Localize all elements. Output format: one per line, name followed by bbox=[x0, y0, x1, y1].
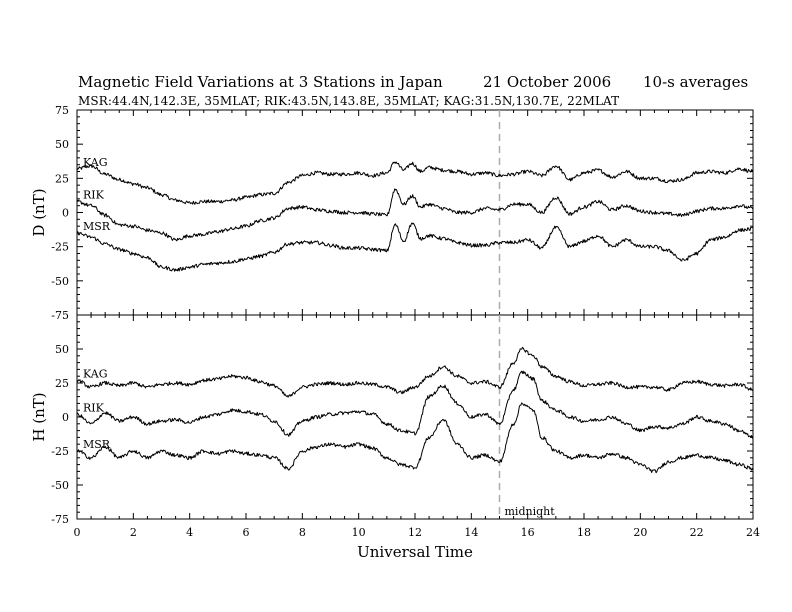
x-tick-label: 2 bbox=[130, 526, 137, 539]
trace-msr-bottom bbox=[76, 402, 754, 474]
x-tick-label: 6 bbox=[243, 526, 250, 539]
y-tick-label: -25 bbox=[51, 445, 69, 458]
x-tick-label: 8 bbox=[299, 526, 306, 539]
chart-title: Magnetic Field Variations at 3 Stations … bbox=[78, 73, 443, 91]
series-label-kag: KAG bbox=[83, 367, 108, 380]
top-y-axis-label: D (nT) bbox=[30, 188, 48, 236]
station-coordinates: MSR:44.4N,142.3E, 35MLAT; RIK:43.5N,143.… bbox=[78, 94, 620, 108]
x-tick-label: 22 bbox=[690, 526, 704, 539]
series-label-msr: MSR bbox=[83, 220, 111, 233]
trace-rik-top bbox=[76, 188, 754, 242]
y-tick-label: -75 bbox=[51, 513, 69, 526]
y-tick-label: -50 bbox=[51, 479, 69, 492]
trace-kag-bottom bbox=[76, 346, 754, 398]
x-tick-label: 10 bbox=[352, 526, 366, 539]
y-tick-label: 0 bbox=[62, 411, 69, 424]
series-label-rik: RIK bbox=[83, 401, 105, 414]
trace-rik-bottom bbox=[76, 370, 754, 440]
trace-msr-top bbox=[76, 222, 754, 272]
y-tick-label: 0 bbox=[62, 207, 69, 220]
midnight-annotation: midnight bbox=[505, 505, 556, 518]
y-tick-label: -25 bbox=[51, 241, 69, 254]
averaging-label: 10-s averages bbox=[643, 73, 749, 91]
x-axis-label: Universal Time bbox=[357, 543, 473, 561]
series-label-kag: KAG bbox=[83, 156, 108, 169]
x-tick-label: 16 bbox=[521, 526, 535, 539]
x-tick-label: 4 bbox=[186, 526, 193, 539]
y-tick-label: -50 bbox=[51, 275, 69, 288]
x-tick-label: 18 bbox=[577, 526, 591, 539]
y-tick-label: 75 bbox=[55, 104, 69, 117]
bottom-panel-frame bbox=[76, 314, 754, 520]
x-tick-label: 24 bbox=[746, 526, 760, 539]
series-label-rik: RIK bbox=[83, 189, 105, 202]
x-tick-label: 14 bbox=[464, 526, 478, 539]
y-tick-label: 50 bbox=[55, 138, 69, 151]
x-tick-label: 12 bbox=[408, 526, 422, 539]
y-tick-label: -75 bbox=[51, 309, 69, 322]
y-tick-label: 25 bbox=[55, 377, 69, 390]
chart-date: 21 October 2006 bbox=[483, 73, 612, 91]
x-tick-label: 20 bbox=[633, 526, 647, 539]
y-tick-label: 50 bbox=[55, 343, 69, 356]
trace-kag-top bbox=[76, 161, 754, 205]
series-label-msr: MSR bbox=[83, 438, 111, 451]
bottom-y-axis-label: H (nT) bbox=[30, 392, 48, 441]
x-tick-label: 0 bbox=[74, 526, 81, 539]
y-tick-label: 25 bbox=[55, 172, 69, 185]
